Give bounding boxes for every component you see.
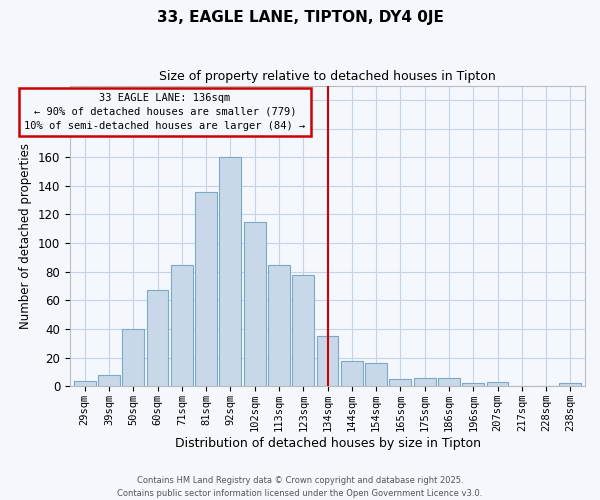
Bar xyxy=(317,336,338,386)
Title: Size of property relative to detached houses in Tipton: Size of property relative to detached ho… xyxy=(159,70,496,83)
Bar xyxy=(389,379,412,386)
Bar xyxy=(463,384,484,386)
Bar xyxy=(74,380,95,386)
Bar xyxy=(438,378,460,386)
Bar xyxy=(244,222,266,386)
Text: 33, EAGLE LANE, TIPTON, DY4 0JE: 33, EAGLE LANE, TIPTON, DY4 0JE xyxy=(157,10,443,25)
Y-axis label: Number of detached properties: Number of detached properties xyxy=(19,143,32,329)
Bar xyxy=(146,290,169,386)
Text: 33 EAGLE LANE: 136sqm
← 90% of detached houses are smaller (779)
10% of semi-det: 33 EAGLE LANE: 136sqm ← 90% of detached … xyxy=(24,92,305,130)
Bar xyxy=(171,264,193,386)
Bar xyxy=(414,378,436,386)
Text: Contains HM Land Registry data © Crown copyright and database right 2025.
Contai: Contains HM Land Registry data © Crown c… xyxy=(118,476,482,498)
Bar xyxy=(195,192,217,386)
Bar xyxy=(487,382,508,386)
Bar xyxy=(292,274,314,386)
X-axis label: Distribution of detached houses by size in Tipton: Distribution of detached houses by size … xyxy=(175,437,481,450)
Bar xyxy=(98,375,120,386)
Bar xyxy=(268,264,290,386)
Bar xyxy=(559,384,581,386)
Bar xyxy=(341,360,363,386)
Bar xyxy=(220,157,241,386)
Bar xyxy=(122,329,144,386)
Bar xyxy=(365,364,387,386)
